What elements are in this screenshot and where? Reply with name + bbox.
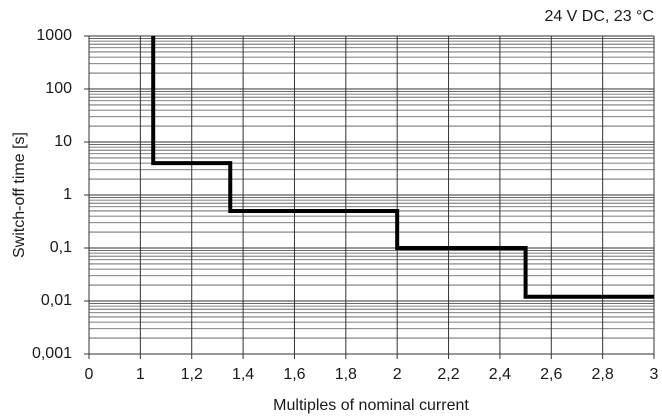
y-tick-label: 0,01 bbox=[41, 292, 72, 309]
x-tick-label: 2,8 bbox=[592, 366, 614, 383]
x-tick-label: 2,4 bbox=[489, 366, 511, 383]
x-tick-label: 1,4 bbox=[232, 366, 254, 383]
y-tick-label: 100 bbox=[45, 80, 72, 97]
x-axis-label: Multiples of nominal current bbox=[273, 397, 469, 414]
x-tick-label: 2 bbox=[393, 366, 402, 383]
step-line bbox=[151, 36, 654, 299]
y-tick-label: 0,001 bbox=[32, 345, 72, 362]
annotation: 24 V DC, 23 °C bbox=[544, 8, 654, 25]
y-tick-label: 0,1 bbox=[50, 239, 72, 256]
x-tick-label: 1,6 bbox=[283, 366, 305, 383]
x-tick-label: 1,8 bbox=[335, 366, 357, 383]
x-tick-label: 3 bbox=[650, 366, 659, 383]
plot-border bbox=[88, 35, 655, 355]
y-tick-label: 1 bbox=[63, 186, 72, 203]
y-tick-label: 10 bbox=[54, 133, 72, 150]
x-tick-label: 1 bbox=[136, 366, 145, 383]
y-tick-label: 1000 bbox=[36, 27, 72, 44]
x-tick-label: 2,6 bbox=[540, 366, 562, 383]
y-axis-label: Switch-off time [s] bbox=[11, 132, 28, 258]
x-tick-label: 1,2 bbox=[181, 366, 203, 383]
x-tick-label: 0 bbox=[85, 366, 94, 383]
x-tick-label: 2,2 bbox=[437, 366, 459, 383]
